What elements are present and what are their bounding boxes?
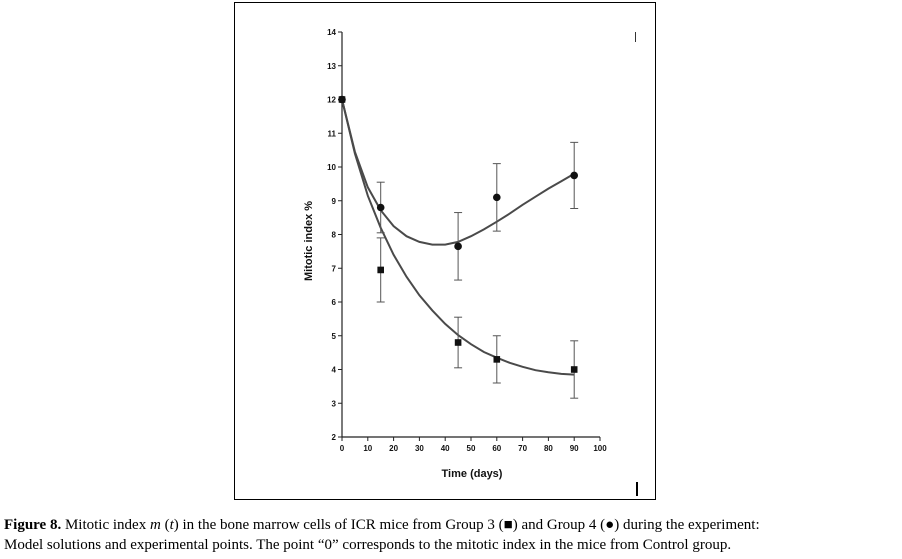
figure-label: Figure 8. bbox=[4, 517, 62, 533]
data-point-circle bbox=[338, 95, 346, 104]
caption-text: Mitotic index bbox=[61, 517, 150, 533]
y-tick-label: 8 bbox=[332, 231, 337, 240]
decorative-tick bbox=[635, 32, 636, 42]
x-tick-label: 0 bbox=[340, 444, 345, 453]
y-tick-label: 7 bbox=[332, 264, 337, 273]
y-tick-label: 12 bbox=[327, 96, 336, 105]
x-tick-label: 50 bbox=[467, 444, 476, 453]
figure-frame bbox=[234, 2, 656, 500]
y-tick-label: 14 bbox=[327, 28, 336, 37]
caption-var-m: m bbox=[149, 517, 161, 533]
data-point-square bbox=[454, 339, 462, 346]
y-tick-label: 10 bbox=[327, 163, 336, 172]
caption-line-2: Model solutions and experimental points.… bbox=[4, 537, 732, 553]
data-point-circle bbox=[454, 242, 462, 251]
x-tick-label: 90 bbox=[570, 444, 579, 453]
data-point-square bbox=[570, 366, 578, 373]
y-tick-label: 11 bbox=[328, 129, 337, 138]
data-point-square bbox=[493, 356, 501, 363]
data-point-circle bbox=[376, 203, 385, 212]
x-tick-label: 100 bbox=[593, 444, 607, 453]
decorative-bar bbox=[636, 482, 638, 496]
x-tick-label: 80 bbox=[544, 444, 553, 453]
data-point-circle bbox=[493, 193, 501, 202]
y-axis-label: Mitotic index % bbox=[303, 201, 315, 281]
chart: 2 3 4 5 6 7 8 9 10 11 12 13 14 0 10 20 30 40 50 60 70 80 90 100… bbox=[303, 28, 607, 480]
data-point-circle bbox=[570, 171, 578, 180]
x-tick-label: 20 bbox=[389, 444, 398, 453]
data-markers bbox=[338, 95, 578, 373]
caption-text: ) in the bone marrow cells of ICR mice f… bbox=[173, 517, 760, 533]
y-tick-label: 3 bbox=[332, 399, 337, 408]
y-tick-label: 9 bbox=[332, 197, 337, 206]
y-tick-label: 5 bbox=[332, 332, 337, 341]
y-tick-label: 6 bbox=[332, 298, 337, 307]
error-bars bbox=[376, 141, 579, 399]
figure-caption: Figure 8. Mitotic index m (t) in the bon… bbox=[4, 515, 899, 555]
x-tick-label: 30 bbox=[415, 444, 424, 453]
x-tick-label: 40 bbox=[441, 444, 450, 453]
caption-line-1: Figure 8. Mitotic index m (t) in the bon… bbox=[4, 515, 899, 535]
y-tick-label: 4 bbox=[332, 366, 337, 375]
x-tick-label: 10 bbox=[363, 444, 372, 453]
caption-var-t: t bbox=[169, 517, 174, 533]
data-point-square bbox=[377, 266, 384, 274]
x-tick-label: 60 bbox=[492, 444, 501, 453]
axes: 2 3 4 5 6 7 8 9 10 11 12 13 14 0 10 20 30 40 50 60 70 80 90 100 bbox=[327, 28, 607, 453]
caption-text: ( bbox=[160, 517, 170, 533]
y-tick-label: 13 bbox=[327, 62, 336, 71]
x-axis-label: Time (days) bbox=[442, 468, 503, 480]
x-tick-label: 70 bbox=[518, 444, 527, 453]
y-tick-label: 2 bbox=[332, 433, 337, 442]
